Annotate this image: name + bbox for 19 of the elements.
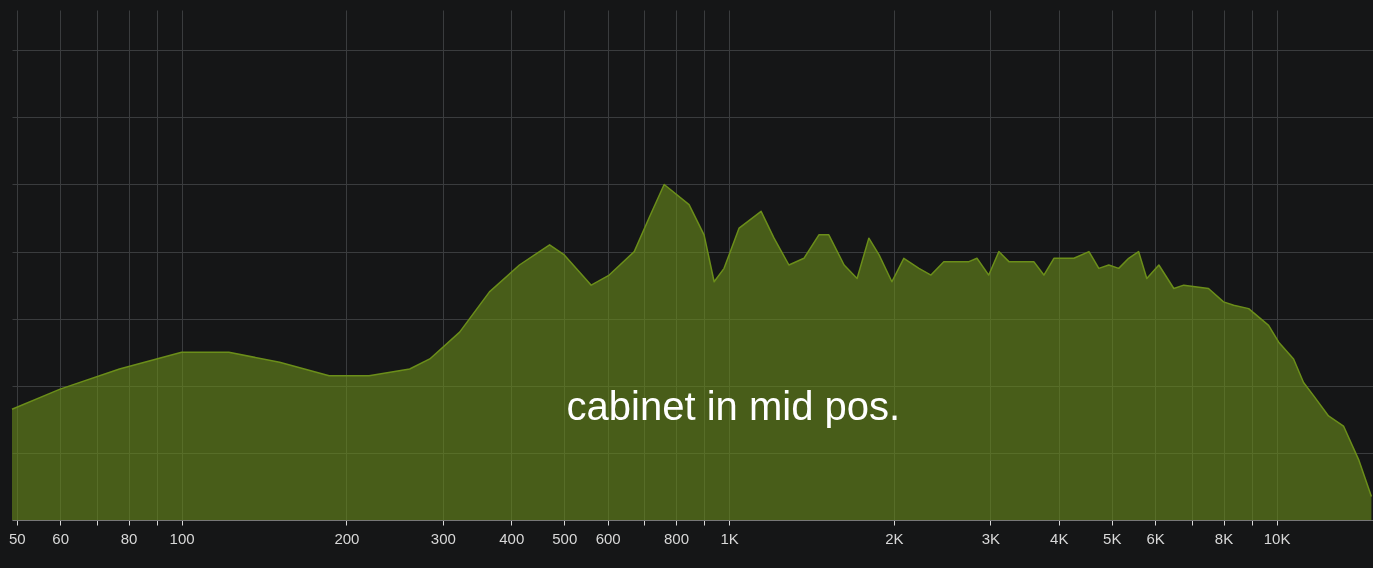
x-tick-label: 8K <box>1214 529 1234 547</box>
x-tick-label: 600 <box>595 529 621 547</box>
x-tick-label: 6K <box>1146 529 1165 547</box>
x-tick-label: 2K <box>885 529 904 547</box>
x-tick-label: 10K <box>1263 529 1291 547</box>
x-tick-label: 300 <box>430 529 456 547</box>
x-tick-label: 60 <box>52 529 69 547</box>
x-tick-label: 4K <box>1050 529 1069 547</box>
x-tick-label: 400 <box>499 529 525 547</box>
annotation: cabinet in mid pos. <box>566 383 901 428</box>
x-tick-label: 800 <box>664 529 690 547</box>
x-tick-label: 5K <box>1103 529 1122 547</box>
x-tick-label: 1K <box>720 529 739 547</box>
x-tick-label: 50 <box>8 529 26 547</box>
x-tick-label: 500 <box>552 529 578 547</box>
x-tick-label: 3K <box>981 529 1000 547</box>
x-tick-label: 80 <box>120 529 138 547</box>
x-tick-label: 200 <box>334 529 360 547</box>
x-tick-label: 100 <box>169 529 195 547</box>
